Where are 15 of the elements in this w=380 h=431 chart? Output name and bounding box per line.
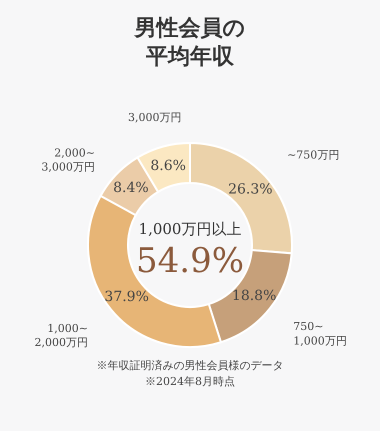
- slice-label: 2,000~ 3,000万円: [41, 146, 95, 174]
- text: 54.9%: [136, 241, 244, 281]
- data-label: 18.8%: [232, 288, 276, 304]
- data-label: 37.9%: [104, 289, 149, 306]
- data-label: 8.4%: [113, 180, 149, 196]
- slice-label: ~750万円: [287, 148, 340, 162]
- text: 1,000万円以上: [138, 220, 242, 238]
- slice-label: 3,000万円: [128, 110, 182, 124]
- chart-title: 男性会員の平均年収: [134, 15, 246, 70]
- data-label: 8.6%: [150, 158, 186, 174]
- slice-label: 1,000~ 2,000万円: [34, 322, 88, 350]
- text: ※2024年8月時点: [145, 375, 235, 388]
- text: ※年収証明済みの男性会員様のデータ: [96, 359, 284, 372]
- data-label: 26.3%: [228, 181, 273, 198]
- slice-label: 750~ 1,000万円: [293, 320, 347, 348]
